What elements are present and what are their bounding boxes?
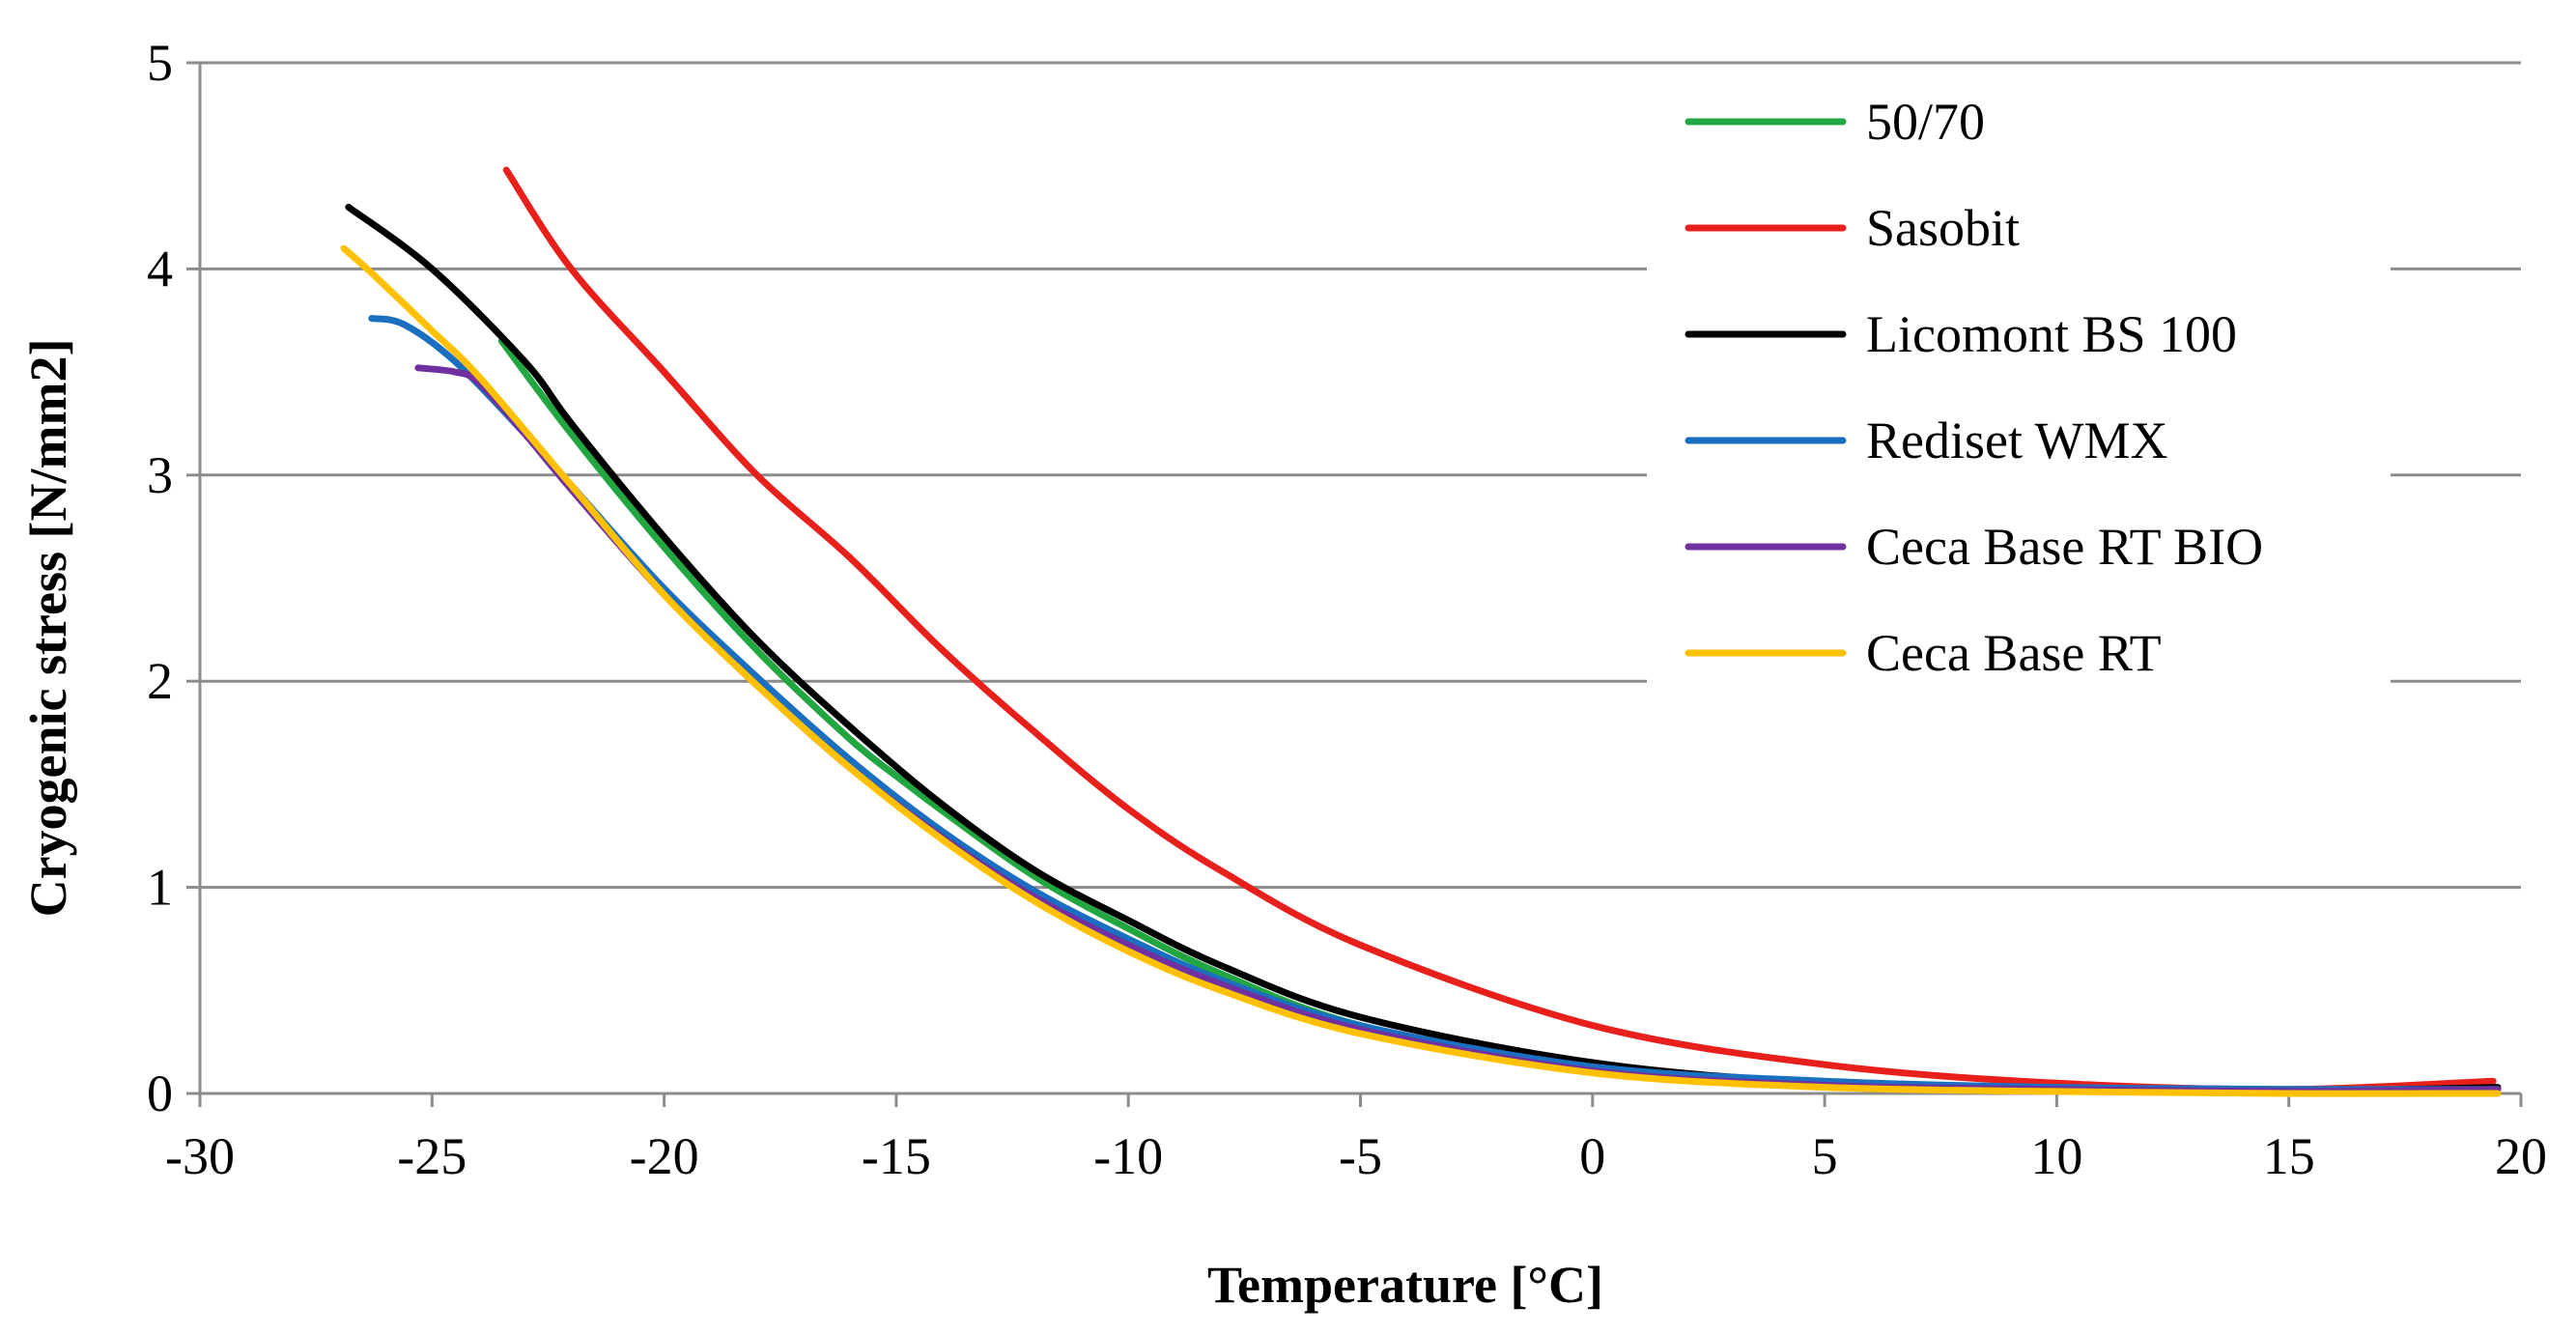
x-tick-label: -5 bbox=[1339, 1127, 1382, 1185]
y-axis-title: Cryogenic stress [N/mm2] bbox=[19, 339, 77, 918]
x-tick-label: -20 bbox=[630, 1127, 699, 1185]
x-tick-label: 5 bbox=[1812, 1127, 1838, 1185]
y-tick-label: 2 bbox=[147, 652, 173, 710]
legend-label-ceca-base-rt-bio: Ceca Base RT BIO bbox=[1866, 518, 2263, 576]
y-tick-label: 0 bbox=[147, 1064, 173, 1122]
legend-label-rediset-wmx: Rediset WMX bbox=[1866, 412, 2167, 469]
legend-background bbox=[1647, 66, 2391, 694]
legend-label-ceca-base-rt: Ceca Base RT bbox=[1866, 624, 2162, 682]
y-tick-label: 1 bbox=[147, 859, 173, 917]
x-tick-label: 0 bbox=[1579, 1127, 1605, 1185]
series-line-ceca-base-rt bbox=[340, 244, 2502, 1097]
x-tick-label: -15 bbox=[862, 1127, 931, 1185]
y-tick-label: 5 bbox=[147, 34, 173, 92]
x-tick-label: -30 bbox=[165, 1127, 235, 1185]
legend-label-50-70: 50/70 bbox=[1866, 93, 1985, 151]
x-tick-label: 15 bbox=[2263, 1127, 2315, 1185]
legend-label-sasobit: Sasobit bbox=[1866, 199, 2020, 257]
legend-label-licomont-bs-100: Licomont BS 100 bbox=[1866, 305, 2237, 363]
legend: 50/70 Sasobit Licomont BS 100 Rediset WMX Ce… bbox=[1647, 66, 2391, 694]
series-line-sasobit bbox=[502, 166, 2497, 1093]
series-lines bbox=[340, 166, 2502, 1097]
x-tick-label: 10 bbox=[2030, 1127, 2082, 1185]
x-tick-label: -10 bbox=[1093, 1127, 1163, 1185]
y-tick-label: 4 bbox=[147, 240, 173, 298]
x-tick-label: -25 bbox=[397, 1127, 467, 1185]
x-axis-title: Temperature [°C] bbox=[1207, 1256, 1603, 1314]
y-tick-label: 3 bbox=[147, 446, 173, 504]
x-tick-label: 20 bbox=[2495, 1127, 2547, 1185]
ticks: 0 1 2 3 4 5 -30 -25 -20 -15 -10 -5 0 5 10 15 20 bbox=[147, 34, 2547, 1185]
